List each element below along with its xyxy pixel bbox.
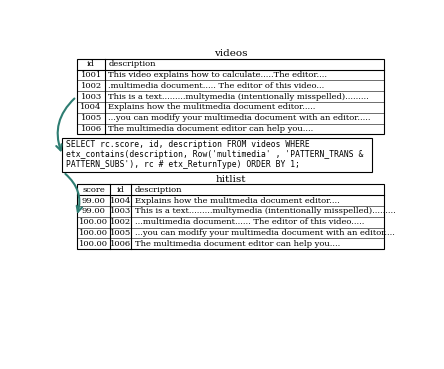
Text: The multimedia document editor can help you....: The multimedia document editor can help … <box>108 125 313 133</box>
Text: 1005: 1005 <box>110 229 131 237</box>
Text: id: id <box>117 186 125 194</box>
Text: Explains how the mulitmedia document editor.....: Explains how the mulitmedia document edi… <box>108 103 316 111</box>
Text: 1003: 1003 <box>80 93 102 101</box>
Text: 1003: 1003 <box>110 207 131 215</box>
Text: description: description <box>135 186 182 194</box>
Text: 1006: 1006 <box>110 240 131 248</box>
Bar <box>77 59 384 134</box>
Text: .multimedia document..... The editor of this video...: .multimedia document..... The editor of … <box>108 82 325 90</box>
Text: This is a text.........multymedia (intentionally misspelled).........: This is a text.........multymedia (inten… <box>108 93 369 101</box>
Text: 100.00: 100.00 <box>79 240 108 248</box>
Text: etx_contains(description, Row('multimedia' , 'PATTERN_TRANS &: etx_contains(description, Row('multimedi… <box>66 150 363 159</box>
Text: This is a text.........multymedia (intentionally misspelled).........: This is a text.........multymedia (inten… <box>135 207 395 215</box>
Text: ...you can modify your multimedia document with an editor.....: ...you can modify your multimedia docume… <box>108 114 371 122</box>
Text: 1004: 1004 <box>110 197 131 204</box>
Text: 1002: 1002 <box>110 218 131 226</box>
Text: ...multimedia document...... The editor of this video.....: ...multimedia document...... The editor … <box>135 218 364 226</box>
Text: description: description <box>108 60 156 68</box>
Text: SELECT rc.score, id, description FROM videos WHERE: SELECT rc.score, id, description FROM vi… <box>66 140 309 149</box>
Text: 1006: 1006 <box>81 125 102 133</box>
Bar <box>77 184 384 249</box>
Bar <box>62 138 372 172</box>
Text: videos: videos <box>214 49 247 58</box>
Text: 1002: 1002 <box>81 82 102 90</box>
Text: score: score <box>82 186 105 194</box>
Text: Explains how the mulitmedia document editor....: Explains how the mulitmedia document edi… <box>135 197 339 204</box>
Text: ...you can modify your multimedia document with an editor....: ...you can modify your multimedia docume… <box>135 229 394 237</box>
Text: 99.00: 99.00 <box>82 207 105 215</box>
Text: hitlist: hitlist <box>215 175 246 183</box>
Text: 99.00: 99.00 <box>82 197 105 204</box>
Text: 1001: 1001 <box>80 71 102 79</box>
Text: 100.00: 100.00 <box>79 218 108 226</box>
Text: This video explains how to calculate.....The editor....: This video explains how to calculate....… <box>108 71 327 79</box>
Text: 1004: 1004 <box>80 103 102 111</box>
Text: The multimedia document editor can help you....: The multimedia document editor can help … <box>135 240 340 248</box>
Text: id: id <box>87 60 95 68</box>
Text: PATTERN_SUBS'), rc # etx_ReturnType) ORDER BY 1;: PATTERN_SUBS'), rc # etx_ReturnType) ORD… <box>66 160 300 169</box>
Text: 100.00: 100.00 <box>79 229 108 237</box>
Text: 1005: 1005 <box>80 114 102 122</box>
